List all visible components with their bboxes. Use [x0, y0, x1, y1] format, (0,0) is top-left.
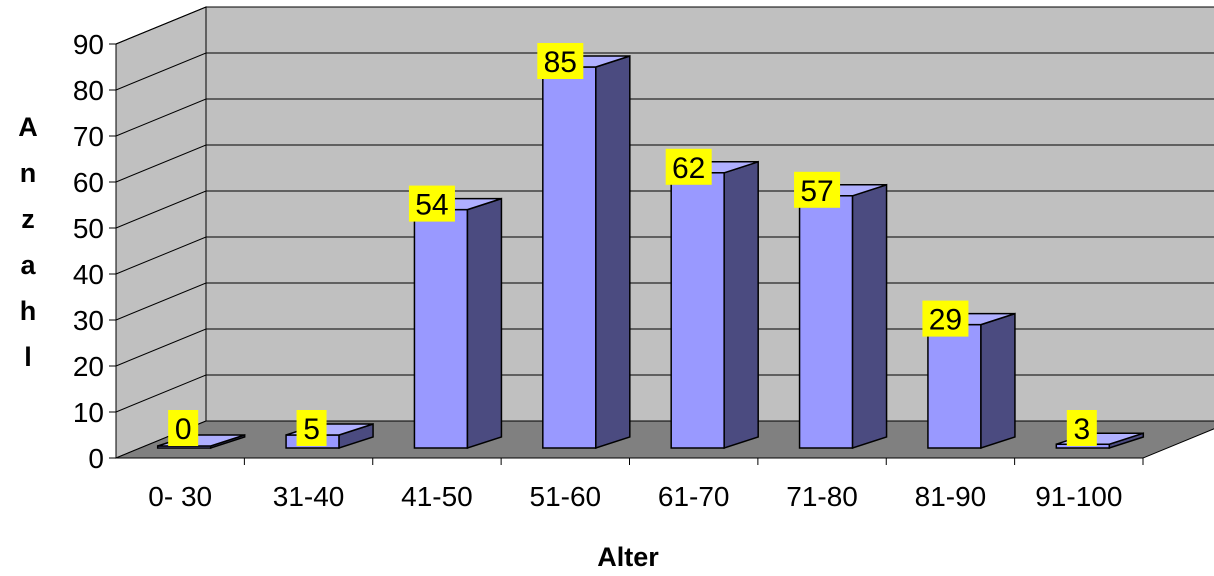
- gridline: [115, 144, 1214, 183]
- data-label: 62: [672, 152, 705, 185]
- data-label: 54: [415, 189, 448, 222]
- y-tick-label: 80: [73, 75, 104, 106]
- x-tick-label: 61-70: [658, 481, 730, 512]
- chart-walls: [115, 6, 1214, 459]
- data-label: 85: [544, 46, 577, 79]
- y-tick-label: 30: [73, 305, 104, 336]
- data-label: 57: [800, 175, 833, 208]
- y-axis-title-letter: z: [21, 204, 35, 234]
- gridline: [115, 52, 1214, 91]
- bar-side: [595, 54, 631, 450]
- data-label-bg: [794, 171, 841, 208]
- gridlines: [115, 6, 1214, 413]
- y-axis-title-letter: n: [20, 158, 37, 188]
- bar-side: [466, 197, 503, 450]
- x-axis: 0- 30 31-40 41-50 51-60 61-70 71-80 81-90 91-10…: [116, 457, 1144, 512]
- y-tick-label: 20: [73, 351, 104, 382]
- gridline: [115, 98, 1214, 137]
- side-wall: [115, 6, 207, 459]
- y-tick-label: 0: [88, 443, 104, 474]
- gridline: [115, 328, 1214, 367]
- bar-front: [413, 208, 469, 449]
- data-label: 0: [175, 413, 192, 446]
- gridline: [115, 6, 1214, 45]
- y-axis-title-letter: l: [24, 342, 32, 372]
- gridline: [115, 374, 1214, 413]
- y-tick-label: 90: [73, 29, 104, 60]
- x-tick-label: 91-100: [1035, 481, 1122, 512]
- bars: [156, 54, 1145, 450]
- x-tick-label: 51-60: [530, 481, 602, 512]
- gridline: [115, 236, 1214, 275]
- bar-side: [851, 183, 888, 450]
- data-label-bg: [408, 185, 455, 222]
- bar-front: [927, 323, 982, 449]
- bar-front: [542, 66, 597, 449]
- data-label: 3: [1073, 413, 1090, 446]
- bar-side: [980, 312, 1016, 450]
- gridline: [115, 282, 1214, 321]
- x-tick-label: 81-90: [915, 481, 987, 512]
- bar-front: [670, 172, 725, 449]
- x-tick-label: 0- 30: [148, 481, 212, 512]
- y-axis: 0 10 20 30 40 50 60 70 80 90: [73, 29, 117, 474]
- y-tick-label: 70: [73, 121, 104, 152]
- bar-side: [723, 160, 759, 450]
- data-label-bg: [922, 300, 969, 337]
- data-label-bg: [296, 410, 327, 446]
- data-label-bg: [168, 410, 199, 446]
- y-tick-label: 50: [73, 213, 104, 244]
- data-label-bg: [1066, 410, 1097, 446]
- x-tick-label: 71-80: [786, 481, 858, 512]
- bar-front: [798, 195, 854, 449]
- x-tick-label: 31-40: [273, 481, 345, 512]
- data-label-bg: [665, 148, 712, 185]
- y-axis-title-letter: h: [20, 296, 37, 326]
- y-tick-label: 60: [73, 167, 104, 198]
- data-label: 29: [929, 304, 962, 337]
- y-axis-title-letter: A: [18, 112, 38, 142]
- x-tick-label: 41-50: [401, 481, 473, 512]
- y-axis-title-letter: a: [20, 250, 36, 280]
- data-labels: 0 5 54 85 62 57 29 3: [168, 43, 1097, 446]
- floor: [115, 420, 1214, 459]
- y-tick-label: 40: [73, 259, 104, 290]
- x-axis-title: Alter: [597, 542, 659, 572]
- y-tick-label: 10: [73, 397, 104, 428]
- data-label-bg: [537, 43, 584, 79]
- gridline: [115, 190, 1214, 229]
- data-label: 5: [303, 413, 320, 446]
